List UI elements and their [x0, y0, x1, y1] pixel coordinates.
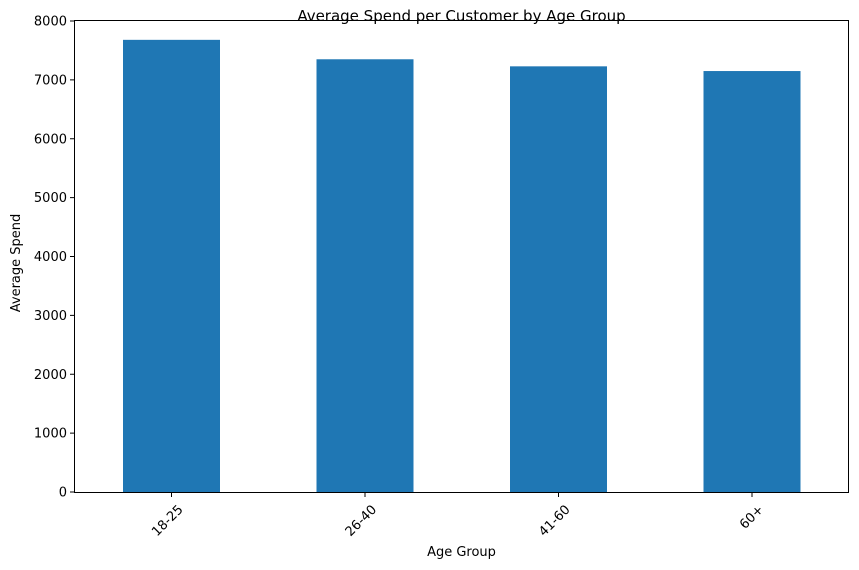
y-tick-label: 5000	[34, 191, 67, 206]
bars-group	[123, 39, 801, 493]
y-tick-label: 3000	[34, 309, 67, 324]
y-axis-label: Average Spend	[9, 214, 24, 313]
y-tick-label: 4000	[34, 250, 67, 265]
bar-26-40	[316, 59, 414, 493]
bar-18-25	[123, 39, 220, 493]
x-tick-label-26-40: 26-40	[343, 502, 380, 539]
y-tick-label: 6000	[34, 132, 67, 147]
bar-60+	[703, 71, 801, 492]
y-tick-label: 1000	[34, 427, 67, 442]
x-axis: 18-25 26-40 41-60 60+	[149, 492, 767, 540]
x-tick-label-18-25: 18-25	[149, 502, 186, 539]
x-tick-label-60+: 60+	[737, 502, 767, 532]
y-tick-label: 0	[59, 486, 67, 501]
x-axis-label: Age Group	[427, 545, 496, 560]
chart-title: Average Spend per Customer by Age Group	[297, 7, 625, 25]
x-tick-label-41-60: 41-60	[536, 502, 573, 539]
y-tick-label: 2000	[34, 368, 67, 383]
y-tick-label: 7000	[34, 73, 67, 88]
bar-41-60	[510, 66, 607, 493]
y-axis: 0 1000 2000 3000 4000 5000 6000 7000 8000	[34, 15, 75, 501]
y-tick-label: 8000	[34, 15, 67, 30]
